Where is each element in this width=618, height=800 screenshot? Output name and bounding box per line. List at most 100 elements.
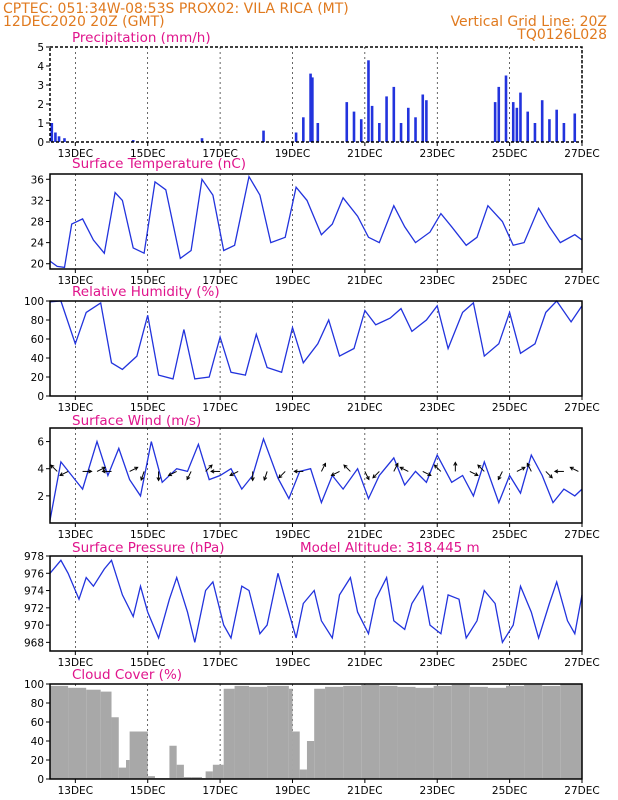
cloud-ytick-label: 0 bbox=[37, 774, 44, 786]
wind-ytick-label: 2 bbox=[37, 491, 44, 503]
wind-arrow bbox=[433, 464, 442, 472]
rh-xtick-label: 27DEC bbox=[564, 402, 599, 414]
temp-xtick-label: 19DEC bbox=[275, 275, 310, 287]
wind-arrow bbox=[293, 469, 304, 474]
rh-line bbox=[49, 299, 583, 380]
rh-xtick-label: 23DEC bbox=[420, 402, 455, 414]
temp-frame bbox=[49, 173, 583, 270]
cloud-ytick-label: 20 bbox=[31, 755, 44, 767]
precip-bar bbox=[367, 60, 370, 142]
rh-title: Relative Humidity (%) bbox=[72, 284, 220, 300]
temp-ytick-label: 20 bbox=[31, 259, 44, 271]
cloud-bar bbox=[169, 745, 177, 779]
precip-bar bbox=[540, 100, 544, 142]
precip-bar bbox=[406, 107, 410, 142]
precip-bar bbox=[425, 100, 428, 142]
pressure-xtick-label: 21DEC bbox=[347, 657, 382, 669]
temp-xtick-label: 25DEC bbox=[492, 275, 527, 287]
cloud-bar bbox=[397, 686, 416, 779]
wind-arrow bbox=[156, 471, 161, 482]
cloud-bar bbox=[343, 685, 362, 779]
precip-ytick-label: 5 bbox=[37, 42, 44, 54]
pressure-ytick-label: 974 bbox=[24, 586, 44, 598]
cloud-ytick-label: 60 bbox=[31, 717, 44, 729]
temp-panel: 20 24 28 32 36 13DEC 15DEC 17DEC 19DEC 21DEC 23DEC… bbox=[31, 173, 600, 287]
pressure-ytick-label: 976 bbox=[24, 568, 44, 580]
cloud-bar bbox=[542, 685, 561, 779]
precip-bar bbox=[131, 140, 135, 142]
wind-arrow bbox=[469, 470, 479, 477]
wind-line bbox=[49, 436, 583, 521]
wind-arrow bbox=[569, 466, 579, 472]
precip-bar bbox=[555, 109, 558, 142]
wind-arrow bbox=[229, 470, 239, 477]
rh-frame bbox=[49, 300, 583, 397]
precip-bar bbox=[399, 123, 403, 142]
wind-arrow bbox=[393, 462, 399, 472]
temp-xtick-label: 27DEC bbox=[564, 275, 599, 287]
pressure-ytick-label: 978 bbox=[24, 551, 44, 563]
wind-arrow bbox=[101, 469, 112, 474]
cloud-ytick-label: 80 bbox=[31, 698, 44, 710]
model-altitude: Model Altitude: 318.445 m bbox=[300, 540, 480, 556]
pressure-title: Surface Pressure (hPa) bbox=[72, 540, 225, 556]
wind-arrow bbox=[453, 461, 458, 472]
cloud-bar bbox=[50, 685, 69, 779]
temp-xtick-label: 21DEC bbox=[347, 275, 382, 287]
precip-bar bbox=[311, 77, 314, 142]
wind-xtick-label: 15DEC bbox=[130, 529, 165, 541]
precip-bar bbox=[573, 113, 577, 142]
wind-xtick-label: 23DEC bbox=[420, 529, 455, 541]
precip-panel: 0 1 2 3 4 5 13DEC 15DEC 17DEC 19DEC 21DEC 23DEC 25DE… bbox=[37, 42, 599, 160]
cloud-bar bbox=[506, 685, 525, 779]
pressure-xtick-label: 15DEC bbox=[130, 657, 165, 669]
precip-bar bbox=[562, 123, 566, 142]
precip-ytick-label: 4 bbox=[37, 61, 44, 73]
wind-arrow bbox=[263, 471, 268, 481]
precip-bar bbox=[316, 123, 320, 142]
cloud-bar bbox=[183, 777, 192, 779]
wind-arrow bbox=[553, 469, 564, 474]
cloud-xtick-label: 27DEC bbox=[564, 785, 599, 797]
wind-arrow bbox=[250, 471, 255, 482]
precip-bar bbox=[421, 94, 425, 142]
precip-bar bbox=[515, 107, 519, 142]
precip-bar bbox=[352, 111, 356, 142]
wind-ytick-label: 6 bbox=[37, 437, 44, 449]
cloud-bar bbox=[524, 684, 543, 779]
precip-bar bbox=[414, 117, 417, 142]
precip-xtick-label: 25DEC bbox=[492, 148, 527, 160]
temp-xtick-label: 17DEC bbox=[202, 275, 237, 287]
wind-xtick-label: 19DEC bbox=[275, 529, 310, 541]
cloud-panel: 0 20 40 60 80 100 13DEC 15DEC 17DEC 19DEC 21DEC 23D… bbox=[24, 679, 600, 797]
precip-bar bbox=[57, 136, 61, 142]
cloud-bar bbox=[205, 771, 213, 779]
cloud-bar bbox=[433, 685, 452, 779]
wind-arrow bbox=[372, 471, 380, 479]
cloud-bar bbox=[288, 688, 293, 779]
precip-ytick-label: 1 bbox=[37, 118, 44, 130]
cloud-title: Cloud Cover (%) bbox=[72, 667, 182, 683]
wind-arrow bbox=[82, 469, 93, 474]
cloud-bar bbox=[487, 687, 506, 779]
temp-ytick-label: 36 bbox=[31, 174, 45, 186]
precip-bar bbox=[385, 96, 388, 142]
wind-arrow bbox=[343, 464, 351, 472]
wind-arrow bbox=[545, 471, 553, 479]
temp-xtick-label: 13DEC bbox=[58, 275, 93, 287]
cloud-frame bbox=[49, 683, 583, 780]
wind-arrow bbox=[205, 464, 213, 472]
rh-xtick-label: 17DEC bbox=[202, 402, 237, 414]
precip-bar bbox=[548, 119, 551, 142]
wind-arrow bbox=[129, 466, 139, 472]
precip-xtick-label: 17DEC bbox=[202, 148, 237, 160]
precip-bar bbox=[526, 111, 530, 142]
header-station: CPTEC: 051:34W-08:53S PROX02: VILA RICA … bbox=[3, 1, 349, 17]
wind-arrow bbox=[96, 466, 107, 472]
cloud-bar bbox=[314, 688, 326, 779]
cloud-bar bbox=[249, 686, 268, 779]
precip-bar bbox=[262, 130, 265, 142]
wind-arrow bbox=[320, 462, 327, 472]
cloud-bar bbox=[126, 760, 130, 779]
